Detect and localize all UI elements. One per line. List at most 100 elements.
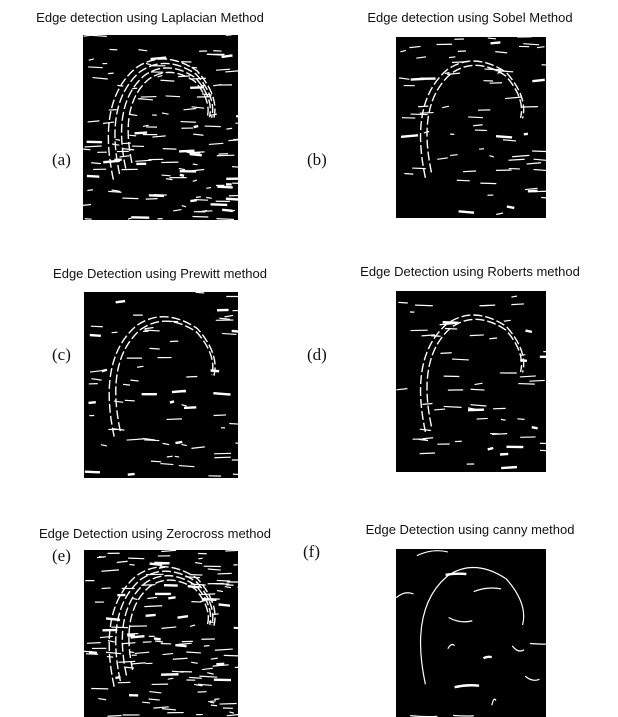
edge-fragment [122, 149, 134, 150]
edge-fragment [210, 702, 214, 703]
edge-fragment [162, 175, 171, 176]
edge-fragment [209, 143, 224, 144]
panel-title: Edge Detection using Zerocross method [39, 526, 271, 541]
edge-fragment [195, 200, 208, 201]
edge-fragment [415, 305, 433, 306]
edge-fragment [190, 154, 202, 155]
edge-fragment [144, 606, 162, 607]
edge-fragment [459, 211, 474, 212]
edge-fragment [532, 151, 546, 152]
edge-fragment [215, 649, 233, 650]
edge-fragment [87, 176, 99, 177]
edge-fragment [190, 625, 195, 626]
edge-fragment [101, 570, 119, 571]
edge-fragment [88, 67, 103, 68]
edge-fragment [443, 322, 459, 323]
edge-fragment [161, 550, 176, 551]
edge-fragment [188, 586, 200, 587]
edge-fragment [452, 62, 468, 63]
edge-fragment [191, 447, 204, 448]
edge-fragment [155, 641, 163, 642]
edge-fragment [492, 434, 507, 435]
edge-fragment [135, 133, 148, 134]
edge-fragment [520, 355, 525, 356]
edge-fragment [424, 131, 429, 132]
edge-fragment [417, 551, 448, 556]
edge-fragment [490, 42, 500, 43]
edge-fragment [88, 121, 100, 122]
edge-fragment [400, 50, 405, 51]
edge-fragment [83, 204, 91, 205]
panel-label: (d) [307, 345, 327, 365]
edge-fragment [419, 439, 428, 440]
panel-label: (c) [52, 345, 71, 365]
edge-fragment [206, 188, 211, 189]
edge-fragment [142, 702, 150, 703]
edge-fragment [399, 78, 409, 79]
edge-fragment [199, 676, 217, 677]
panel-title: Edge detection using Laplacian Method [36, 10, 264, 25]
edge-fragment [468, 117, 483, 118]
edge-fragment [162, 709, 176, 710]
edge-fragment [217, 155, 235, 156]
edge-fragment [396, 389, 407, 390]
edge-fragment [235, 443, 238, 444]
edge-fragment [146, 63, 151, 64]
edge-fragment [463, 171, 476, 172]
edge-image [83, 35, 238, 220]
edge-fragment [191, 584, 206, 585]
edge-fragment [128, 474, 135, 475]
panel-title: Edge Detection using Roberts method [360, 264, 580, 279]
edge-fragment [141, 97, 157, 98]
edge-fragment [163, 149, 177, 150]
edge-fragment [530, 643, 546, 644]
edge-fragment [166, 179, 173, 180]
edge-fragment [153, 707, 168, 708]
edge-fragment [179, 466, 195, 467]
edge-fragment [143, 125, 149, 126]
edge-fragment [127, 439, 144, 440]
edge-fragment [217, 590, 223, 591]
edge-fragment [541, 197, 546, 198]
edge-fragment [473, 125, 482, 126]
edge-fragment [495, 52, 507, 53]
edge-fragment [160, 464, 173, 465]
edge-fragment [107, 657, 113, 658]
edge-fragment [117, 561, 128, 562]
edge-fragment [475, 383, 483, 384]
edge-fragment [471, 389, 485, 390]
edge-fragment [483, 657, 491, 658]
edge-fragment [149, 195, 164, 196]
edge-fragment [127, 634, 138, 635]
edge-fragment [532, 427, 538, 428]
edge-fragment [146, 615, 156, 616]
edge-fragment [123, 384, 130, 385]
edge-fragment [103, 161, 120, 162]
edge-fragment [527, 163, 541, 164]
edge-fragment [232, 331, 238, 332]
edge-fragment [175, 442, 182, 443]
edge-fragment [217, 580, 231, 581]
edge-fragment [477, 418, 488, 419]
edge-fragment [178, 643, 191, 644]
edge-fragment [90, 371, 102, 372]
edge-curve [427, 65, 522, 172]
edge-fragment [168, 597, 175, 598]
edge-fragment [115, 139, 120, 140]
edge-fragment [87, 643, 101, 644]
edge-fragment [191, 662, 198, 663]
edge-fragment [130, 380, 138, 381]
edge-fragment [520, 376, 536, 377]
edge-fragment [202, 599, 217, 600]
edge-fragment [496, 136, 512, 137]
edge-fragment [534, 159, 546, 160]
edge-fragment [214, 699, 219, 700]
edge-fragment [89, 402, 96, 403]
edge-fragment [214, 415, 227, 416]
edge-fragment [540, 450, 546, 451]
edge-fragment [420, 453, 435, 454]
panel-title: Edge detection using Sobel Method [367, 10, 572, 25]
edge-fragment [449, 57, 455, 58]
edge-fragment [181, 122, 196, 123]
edge-fragment [437, 158, 448, 159]
